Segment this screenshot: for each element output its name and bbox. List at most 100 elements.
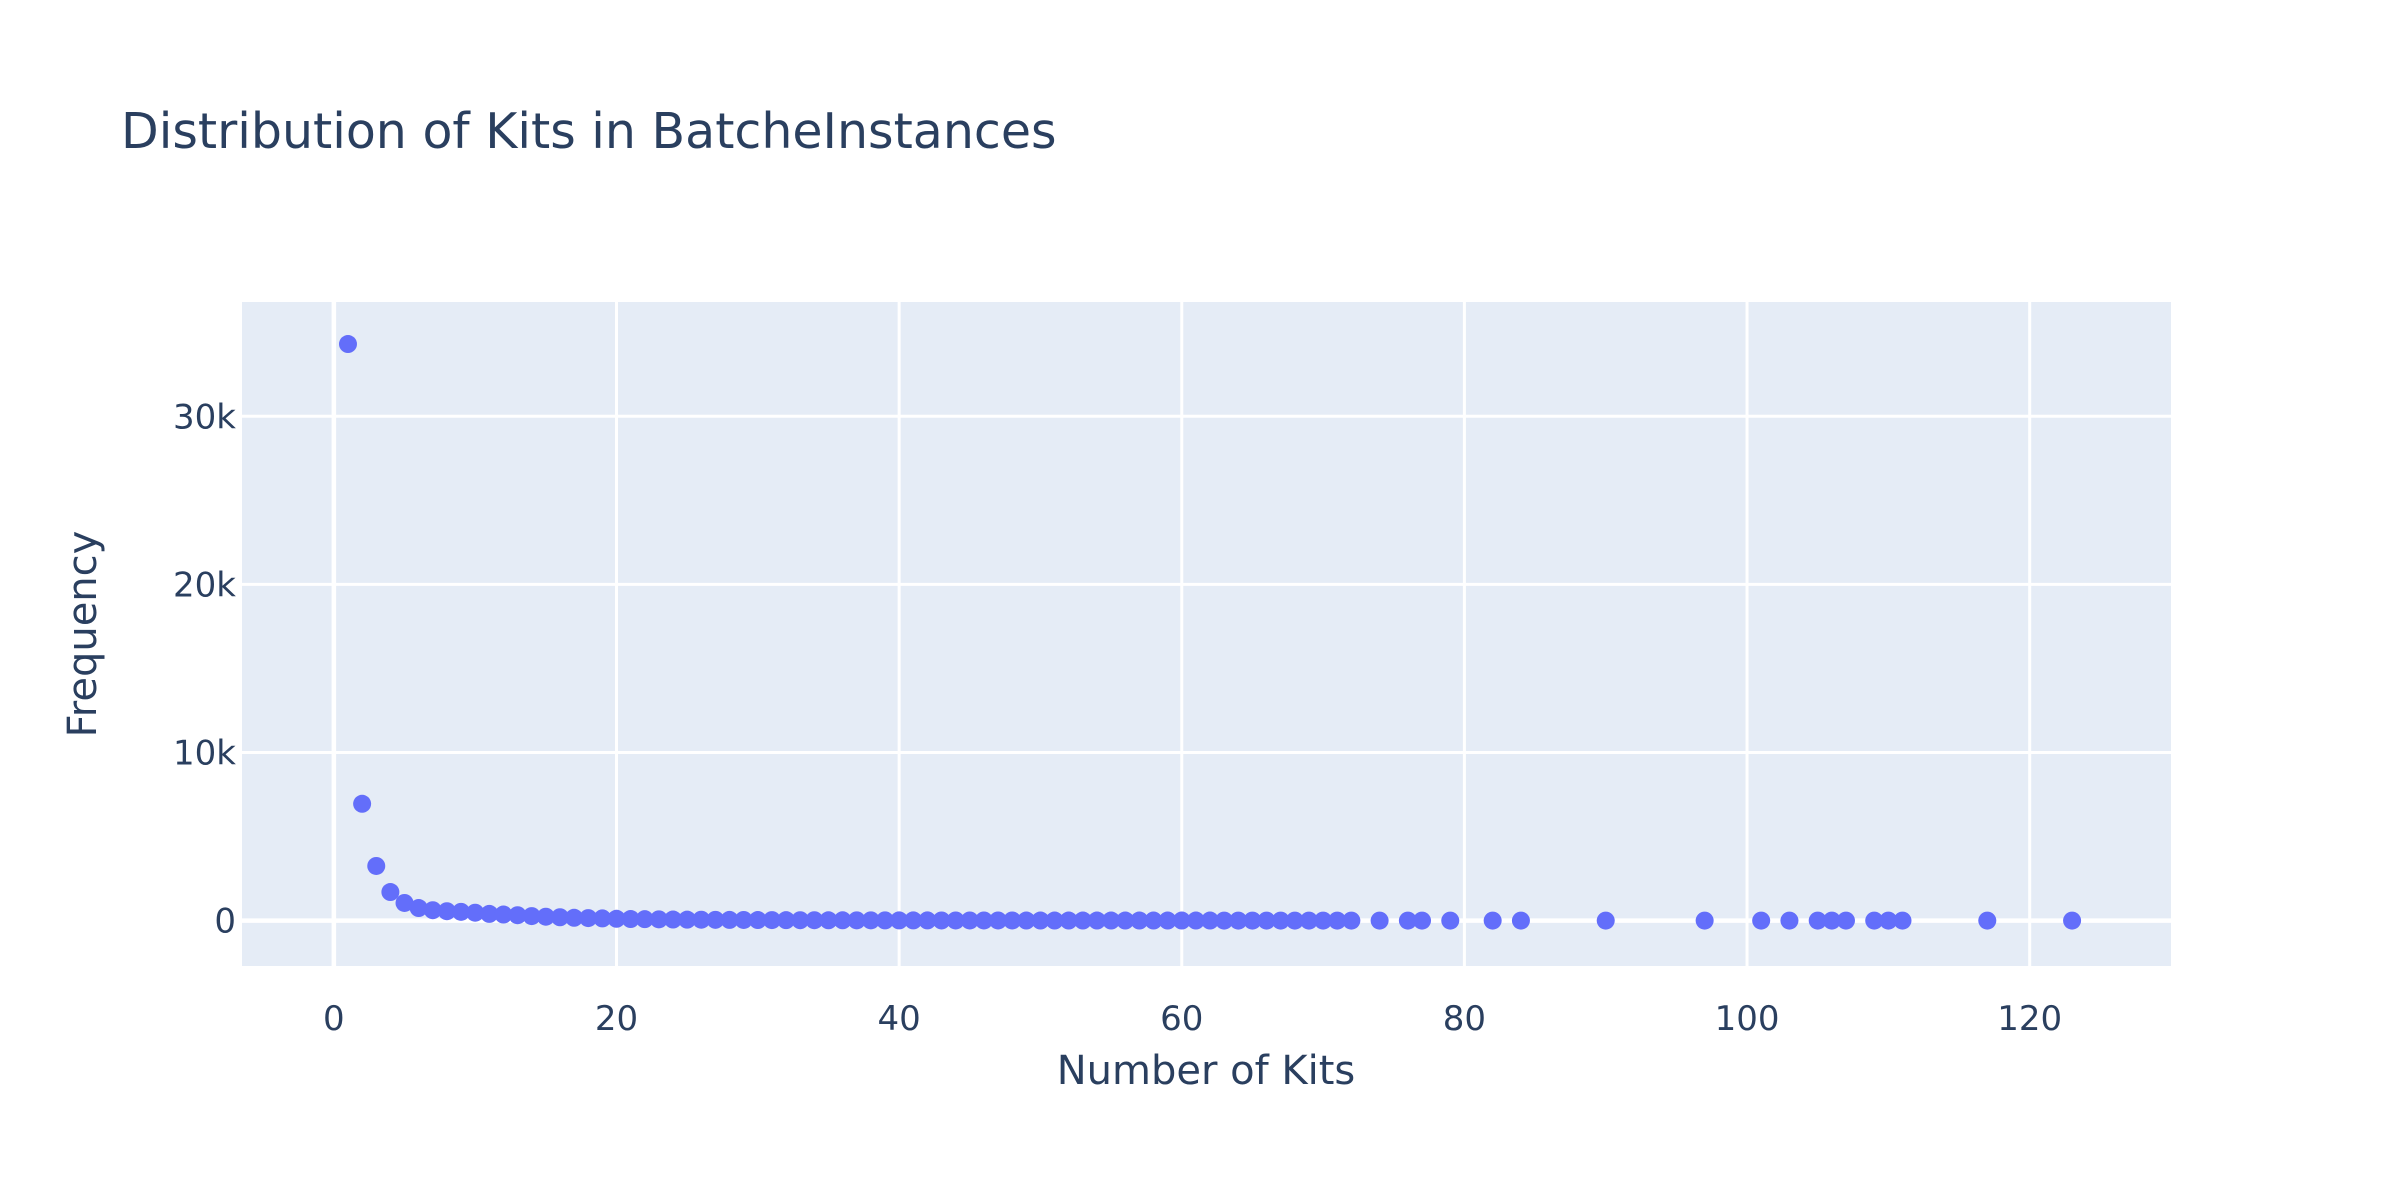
data-point xyxy=(1342,911,1361,930)
data-point xyxy=(762,911,781,930)
data-point xyxy=(1808,911,1827,930)
data-point xyxy=(1144,911,1163,930)
y-tick-label: 30k xyxy=(173,397,236,437)
data-point xyxy=(494,905,513,924)
data-point xyxy=(452,902,471,921)
data-point xyxy=(423,901,442,920)
data-point xyxy=(1017,911,1036,930)
data-point xyxy=(1285,911,1304,930)
data-point xyxy=(1087,911,1106,930)
data-point xyxy=(861,911,880,930)
x-tick-label: 60 xyxy=(1160,999,1203,1039)
data-point xyxy=(1271,911,1290,930)
data-point xyxy=(1045,911,1064,930)
data-point xyxy=(1978,911,1997,930)
data-point xyxy=(1215,911,1234,930)
data-point xyxy=(1865,911,1884,930)
data-point xyxy=(367,856,386,875)
data-point xyxy=(1073,911,1092,930)
data-point xyxy=(1130,911,1149,930)
data-point xyxy=(664,910,683,929)
data-point xyxy=(777,911,796,930)
data-point xyxy=(974,911,993,930)
data-point xyxy=(607,909,626,928)
data-point xyxy=(1596,911,1615,930)
data-point xyxy=(918,911,937,930)
data-point xyxy=(1370,911,1389,930)
data-point xyxy=(876,911,894,930)
data-point xyxy=(904,911,923,930)
data-point xyxy=(1186,911,1205,930)
data-point xyxy=(1398,911,1417,930)
data-point xyxy=(536,907,555,926)
data-point xyxy=(791,911,810,930)
data-point xyxy=(550,908,569,927)
x-axis-ticks: 0 20 40 60 80 100 120 xyxy=(323,999,2062,1039)
y-tick-label: 10k xyxy=(173,734,236,774)
data-point xyxy=(338,335,357,354)
data-point xyxy=(381,883,400,902)
data-point xyxy=(353,794,372,813)
data-point xyxy=(692,910,711,929)
data-point xyxy=(819,911,838,930)
data-point xyxy=(2063,911,2082,930)
x-tick-label: 100 xyxy=(1715,999,1780,1039)
data-point xyxy=(621,910,640,929)
data-point xyxy=(565,908,584,927)
data-point xyxy=(748,911,767,930)
y-axis-ticks: 0 10k 20k 30k xyxy=(173,397,236,941)
data-point xyxy=(466,903,485,922)
data-point xyxy=(1102,911,1121,930)
data-point xyxy=(649,910,668,929)
data-point xyxy=(833,911,852,930)
data-point xyxy=(1158,911,1177,930)
data-point xyxy=(522,907,541,926)
data-point xyxy=(1229,911,1248,930)
data-point xyxy=(1836,911,1855,930)
data-point xyxy=(1893,911,1912,930)
data-point xyxy=(1879,911,1898,930)
data-point xyxy=(1257,911,1276,930)
data-point xyxy=(805,911,824,930)
data-point xyxy=(1314,911,1333,930)
data-point xyxy=(1511,911,1530,930)
x-tick-label: 20 xyxy=(595,999,638,1039)
data-point xyxy=(593,909,612,928)
data-point xyxy=(1031,911,1050,930)
plot-area xyxy=(242,302,2171,966)
data-point xyxy=(437,902,456,921)
data-point xyxy=(1003,911,1022,930)
data-point xyxy=(508,906,527,925)
data-point xyxy=(635,910,654,929)
data-point xyxy=(1752,911,1771,930)
chart-title: Distribution of Kits in BatcheInstances xyxy=(121,103,1057,160)
data-point xyxy=(960,911,979,930)
data-point xyxy=(1172,911,1191,930)
data-point xyxy=(847,911,866,930)
y-tick-label: 0 xyxy=(214,902,236,942)
data-point xyxy=(932,911,951,930)
data-point xyxy=(706,910,725,929)
y-tick-label: 20k xyxy=(173,565,236,605)
data-point xyxy=(1822,911,1841,930)
data-point xyxy=(1483,911,1502,930)
data-point xyxy=(1780,911,1799,930)
data-point xyxy=(1243,911,1262,930)
data-point xyxy=(579,909,598,928)
data-point xyxy=(480,904,499,923)
data-point xyxy=(1413,911,1432,930)
data-point xyxy=(1328,911,1347,930)
data-point xyxy=(1201,911,1220,930)
data-point xyxy=(989,911,1008,930)
x-tick-label: 0 xyxy=(323,999,345,1039)
data-point xyxy=(409,899,428,918)
data-point xyxy=(946,911,965,930)
x-tick-label: 80 xyxy=(1443,999,1486,1039)
x-tick-label: 40 xyxy=(877,999,920,1039)
data-point xyxy=(1116,911,1135,930)
y-axis-title: Frequency xyxy=(60,531,106,738)
x-tick-label: 120 xyxy=(1997,999,2062,1039)
data-point xyxy=(890,911,909,930)
data-point xyxy=(734,910,753,929)
